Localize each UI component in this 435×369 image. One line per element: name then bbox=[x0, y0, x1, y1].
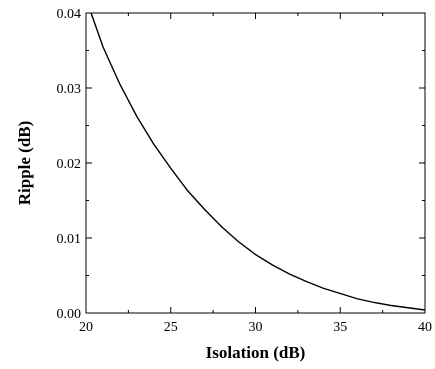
y-tick-label: 0.00 bbox=[57, 307, 82, 322]
plot-frame bbox=[86, 13, 425, 313]
x-tick-label: 40 bbox=[418, 320, 432, 335]
y-tick-label: 0.02 bbox=[57, 157, 82, 172]
y-tick-label: 0.04 bbox=[57, 7, 82, 22]
y-tick-label: 0.01 bbox=[57, 232, 82, 247]
x-tick-label: 25 bbox=[164, 320, 178, 335]
x-tick-label: 30 bbox=[249, 320, 263, 335]
x-tick-label: 20 bbox=[79, 320, 93, 335]
ripple-curve bbox=[91, 13, 425, 310]
x-tick-label: 35 bbox=[333, 320, 347, 335]
x-axis-title: Isolation (dB) bbox=[206, 343, 306, 362]
y-axis-title: Ripple (dB) bbox=[15, 121, 34, 206]
y-tick-label: 0.03 bbox=[57, 82, 82, 97]
